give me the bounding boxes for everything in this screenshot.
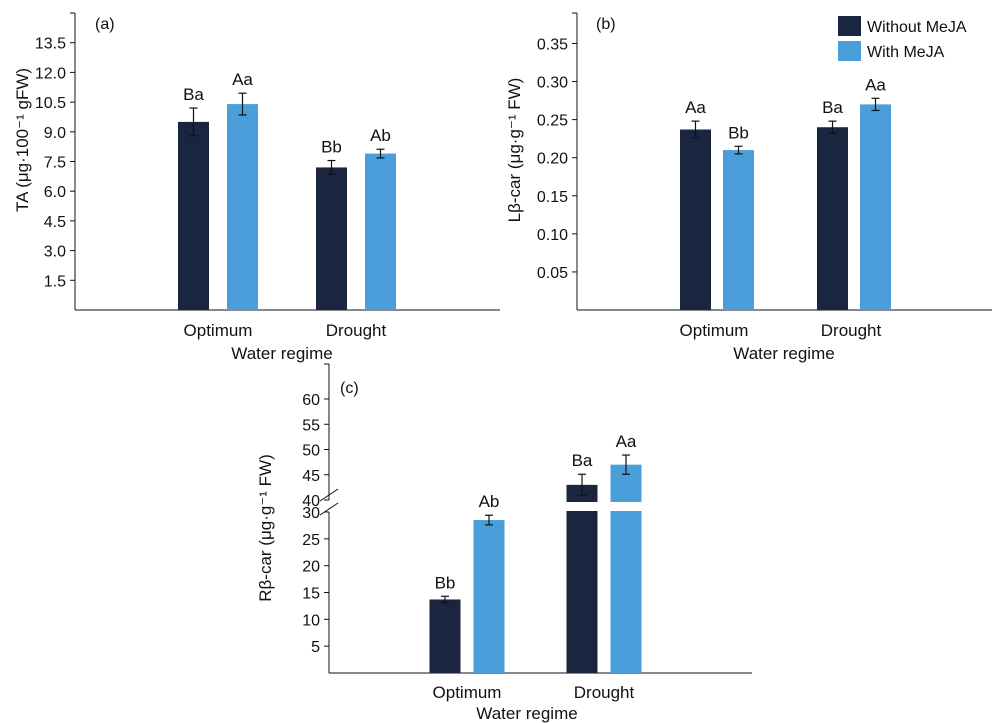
panel-c-x-axis-title: Water regime [476, 704, 577, 723]
bar [860, 104, 891, 310]
panel-a-x-axis-title: Water regime [231, 344, 332, 363]
axis-break-mark-bottom [319, 502, 339, 516]
significance-label: Ba [572, 451, 593, 470]
significance-label: Bb [321, 138, 342, 157]
y-tick-label: 0.30 [537, 75, 568, 92]
bar [817, 127, 848, 310]
axis-break-mark-top [319, 488, 339, 502]
panel-b-chart: (b) Lβ-car (μg·g⁻¹ FW) Water regime 0.05… [505, 12, 992, 363]
panel-a-label: (a) [95, 16, 115, 33]
significance-label: Aa [685, 98, 706, 117]
bar [316, 167, 347, 310]
x-category-label: Drought [326, 321, 387, 340]
y-tick-label: 0.05 [537, 265, 568, 282]
y-tick-label: 13.5 [35, 36, 66, 53]
y-tick-label: 20 [302, 559, 320, 576]
y-tick-label: 4.5 [44, 214, 66, 231]
panel-b-label: (b) [596, 16, 616, 33]
y-tick-label: 3.0 [44, 244, 66, 261]
bar [227, 104, 258, 310]
y-tick-label: 15 [302, 586, 320, 603]
y-tick-label: 50 [302, 443, 320, 460]
bar-break-gap [565, 502, 599, 511]
significance-label: Ba [822, 98, 843, 117]
bar [610, 464, 642, 673]
y-tick-label: 0.10 [537, 227, 568, 244]
legend-swatch-without-meja [838, 16, 861, 36]
y-tick-label: 40 [302, 493, 320, 510]
panel-b-x-axis-title: Water regime [733, 344, 834, 363]
y-tick-label: 5 [311, 639, 320, 656]
panel-b-y-axis-title: Lβ-car (μg·g⁻¹ FW) [505, 78, 524, 223]
bar [473, 520, 505, 673]
x-category-label: Optimum [184, 321, 253, 340]
y-tick-label: 0.35 [537, 36, 568, 53]
panel-c-label: (c) [340, 380, 359, 397]
bar [365, 153, 396, 310]
significance-label: Aa [616, 432, 637, 451]
y-tick-label: 25 [302, 532, 320, 549]
panel-a-chart: (a) TA (μg·100⁻¹ gFW) Water regime 1.5 3.… [13, 12, 500, 363]
y-tick-label: 0.15 [537, 189, 568, 206]
significance-label: Aa [865, 75, 886, 94]
significance-label: Bb [728, 123, 749, 142]
significance-label: Ba [183, 85, 204, 104]
y-tick-label: 0.20 [537, 151, 568, 168]
bar [178, 121, 209, 311]
panel-c-chart: (c) Rβ-car (μg·g⁻¹ FW) Water regime 5 10 1… [256, 363, 752, 723]
y-tick-label: 9.0 [44, 125, 66, 142]
panel-c-y-axis-title: Rβ-car (μg·g⁻¹ FW) [256, 454, 275, 602]
y-tick-label: 0.25 [537, 113, 568, 130]
y-tick-label: 6.0 [44, 184, 66, 201]
legend-label-without-meja: Without MeJA [867, 19, 967, 36]
y-tick-label: 55 [302, 417, 320, 434]
x-category-label: Drought [574, 683, 635, 702]
significance-label: Aa [232, 70, 253, 89]
legend-swatch-with-meja [838, 41, 861, 61]
bar [566, 484, 598, 673]
y-tick-label: 7.5 [44, 155, 66, 172]
x-category-label: Optimum [433, 683, 502, 702]
x-category-label: Optimum [680, 321, 749, 340]
significance-label: Ab [479, 492, 500, 511]
panel-a-y-axis-title: TA (μg·100⁻¹ gFW) [13, 68, 32, 212]
y-tick-label: 10.5 [35, 95, 66, 112]
y-tick-label: 1.5 [44, 273, 66, 290]
bar-break-gap [609, 502, 643, 511]
legend: Without MeJA With MeJA [838, 16, 967, 61]
significance-label: Ab [370, 126, 391, 145]
bar [429, 599, 461, 673]
y-tick-label: 60 [302, 392, 320, 409]
significance-label: Bb [435, 573, 456, 592]
y-tick-label: 10 [302, 612, 320, 629]
legend-label-with-meja: With MeJA [867, 44, 945, 61]
bar [723, 150, 754, 310]
x-category-label: Drought [821, 321, 882, 340]
y-tick-label: 30 [302, 505, 320, 522]
bar [680, 129, 711, 310]
y-tick-label: 45 [302, 468, 320, 485]
y-tick-label: 12.0 [35, 65, 66, 82]
